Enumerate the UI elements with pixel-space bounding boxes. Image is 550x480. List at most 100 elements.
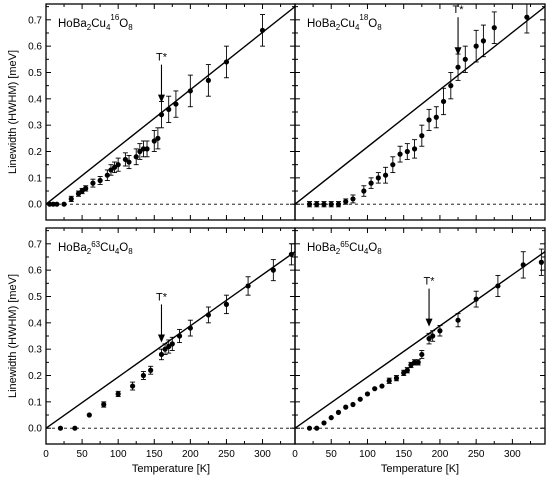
- tstar-label: T*: [156, 291, 168, 303]
- data-point: [50, 201, 56, 207]
- data-point: [288, 251, 294, 257]
- data-point: [419, 133, 425, 139]
- y-tick-label: 0.6: [28, 42, 42, 53]
- title-subscript: 4: [355, 23, 360, 32]
- title-part: O: [119, 18, 128, 30]
- panel-frame: [294, 227, 546, 445]
- panel-top-left: 0.0 0.1 0.2 0.3 0.4 0.5 0.6 0.7 T* HoBa2Cu416O8: [28, 3, 296, 221]
- data-point: [411, 146, 418, 152]
- data-point: [115, 162, 121, 168]
- data-point: [176, 333, 183, 339]
- panel-bottom-left: 0.0 0.1 0.2 0.3 0.4 0.5 0.6 0.7 0 50 100 150 200 250 3…: [28, 227, 296, 460]
- title-subscript: 8: [377, 23, 382, 32]
- data-point: [386, 378, 392, 384]
- x-tick-label: 150: [146, 449, 163, 460]
- data-point: [440, 98, 447, 105]
- tstar-arrow-head: [425, 318, 433, 327]
- data-point: [270, 267, 276, 273]
- data-point: [137, 148, 143, 155]
- data-point: [404, 148, 410, 155]
- data-point: [173, 101, 179, 107]
- data-point: [122, 156, 128, 163]
- data-point: [187, 88, 193, 94]
- x-tick-label: 300: [254, 449, 271, 460]
- data-point: [57, 425, 64, 431]
- data-point: [397, 151, 403, 157]
- title-superscript: 18: [359, 13, 368, 22]
- y-tick-label: 0.5: [28, 68, 42, 79]
- title-subscript: 8: [128, 247, 133, 256]
- panel-frame: [45, 227, 296, 445]
- y-axis-title-top: Linewidth (HWHM) [meV]: [7, 50, 19, 174]
- title-part: Cu: [100, 242, 115, 254]
- panel-top-right: T* HoBa2Cu418O8: [294, 3, 546, 221]
- data-point: [158, 112, 165, 118]
- data-point: [155, 135, 161, 141]
- data-point: [473, 43, 479, 49]
- data-point: [79, 188, 85, 194]
- title-subscript: 8: [377, 247, 382, 256]
- data-point: [364, 391, 371, 397]
- data-point: [520, 262, 526, 268]
- title-part: HoBa: [307, 18, 336, 30]
- y-tick-label: 0.0: [28, 200, 42, 211]
- tstar-arrow-head: [157, 94, 165, 103]
- title-superscript: 63: [91, 240, 100, 249]
- title-part: Cu: [91, 18, 106, 30]
- data-point: [491, 25, 497, 31]
- data-point: [390, 162, 396, 168]
- data-point: [162, 346, 168, 352]
- data-point: [411, 359, 418, 365]
- x-tick-label: 50: [77, 449, 89, 460]
- data-points: [57, 243, 294, 431]
- data-point: [115, 391, 121, 397]
- data-point: [166, 106, 172, 112]
- data-point: [306, 201, 313, 207]
- data-point: [83, 185, 89, 191]
- data-point: [130, 383, 136, 389]
- title-part: Cu: [349, 242, 364, 254]
- data-point: [480, 38, 487, 44]
- y-tick-label: 0.4: [28, 318, 42, 329]
- panel-bottom-right: 0 50 100 150 200 250 300 T* HoBa265Cu4O8: [292, 227, 546, 460]
- data-point: [97, 177, 103, 184]
- title-part: HoBa: [58, 18, 87, 30]
- data-point: [169, 341, 175, 347]
- data-point: [350, 401, 356, 408]
- panel-title: HoBa265Cu4O8: [307, 240, 382, 256]
- data-point: [495, 283, 501, 289]
- y-tick-label: 0.1: [28, 397, 42, 408]
- data-point: [335, 409, 342, 415]
- data-point: [101, 401, 107, 408]
- data-point: [144, 146, 150, 152]
- data-point: [86, 412, 92, 418]
- data-point: [419, 351, 425, 358]
- data-point: [47, 201, 53, 207]
- data-point: [187, 325, 193, 331]
- title-subscript: 2: [336, 247, 341, 256]
- y-tick-label: 0.1: [28, 173, 42, 184]
- data-point: [372, 386, 378, 392]
- data-point: [205, 77, 211, 83]
- title-subscript: 2: [87, 247, 92, 256]
- data-point: [455, 317, 461, 323]
- data-point: [426, 117, 432, 123]
- title-subscript: 4: [106, 23, 111, 32]
- data-point: [148, 367, 154, 373]
- data-point: [104, 172, 110, 178]
- data-point: [108, 167, 114, 173]
- linear-fit-line: [295, 251, 545, 429]
- data-point: [433, 114, 439, 120]
- x-tick-label: 250: [218, 449, 235, 460]
- data-point: [68, 196, 74, 202]
- title-subscript: 8: [128, 23, 133, 32]
- data-point: [361, 188, 367, 194]
- tstar-label: T*: [156, 52, 168, 64]
- data-points: [47, 14, 266, 207]
- data-point: [350, 196, 356, 202]
- data-point: [61, 201, 67, 207]
- x-tick-label: 300: [504, 449, 521, 460]
- data-point: [393, 375, 400, 381]
- data-point: [437, 328, 443, 334]
- data-point: [401, 370, 407, 376]
